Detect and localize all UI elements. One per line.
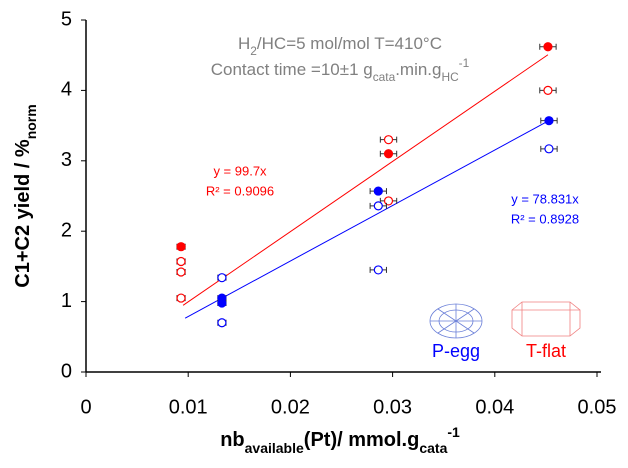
data-point bbox=[383, 135, 394, 145]
text-part: Contact time =10±1 g bbox=[211, 60, 373, 79]
text-part: HC bbox=[441, 70, 459, 84]
data-point bbox=[176, 256, 186, 267]
annotation: Contact time =10±1 gcata.min.gHC-1 bbox=[211, 56, 470, 84]
x-tick-label: 0.04 bbox=[475, 396, 514, 418]
text-part: cata bbox=[373, 70, 396, 84]
text-part: H bbox=[238, 34, 250, 53]
t-flat-icon bbox=[511, 301, 581, 337]
data-point bbox=[176, 242, 186, 252]
data-point bbox=[544, 144, 554, 154]
annotation: H2/HC=5 mol/mol T=410°C bbox=[238, 34, 442, 58]
data-point bbox=[373, 265, 383, 275]
shape-label: T-flat bbox=[526, 341, 566, 361]
x-tick-label: 0.01 bbox=[169, 396, 208, 418]
shape-label: P-egg bbox=[432, 341, 480, 361]
r-squared: R² = 0.9096 bbox=[206, 183, 274, 198]
data-point bbox=[176, 267, 186, 277]
y-tick-label: 5 bbox=[61, 8, 72, 30]
y-axis-label: C1+C2 yield / %norm bbox=[12, 104, 38, 287]
equation: y = 99.7x bbox=[213, 163, 267, 178]
equation: y = 78.831x bbox=[511, 191, 579, 206]
y-tick-label: 2 bbox=[61, 219, 72, 241]
text-part: 2 bbox=[250, 44, 257, 58]
text-part: cata bbox=[419, 440, 447, 456]
text-part: -1 bbox=[447, 424, 460, 440]
p-egg-icon bbox=[429, 303, 483, 339]
text-part: (Pt)/ mmol.g bbox=[304, 429, 420, 451]
text-part: .min.g bbox=[395, 60, 441, 79]
text-part: C1+C2 yield / % bbox=[12, 139, 34, 288]
y-tick-label: 4 bbox=[61, 79, 72, 101]
text-part: /HC=5 mol/mol T=410°C bbox=[257, 34, 442, 53]
data-point bbox=[543, 85, 553, 96]
text-part: nb bbox=[220, 429, 244, 451]
data-point bbox=[373, 186, 383, 196]
data-point bbox=[176, 293, 186, 303]
text-part: available bbox=[245, 440, 304, 456]
y-tick-label: 3 bbox=[61, 149, 72, 171]
data-point bbox=[217, 273, 227, 283]
trendline bbox=[182, 54, 549, 306]
x-tick-label: 0 bbox=[80, 396, 91, 418]
trendline bbox=[184, 120, 550, 319]
data-point bbox=[373, 201, 383, 211]
x-tick-label: 0.03 bbox=[373, 396, 412, 418]
data-point bbox=[217, 298, 227, 308]
data-point bbox=[383, 196, 394, 206]
data-point bbox=[543, 42, 553, 52]
r-squared: R² = 0.8928 bbox=[511, 211, 579, 226]
data-point bbox=[383, 149, 394, 159]
x-axis-label: nbavailable(Pt)/ mmol.gcata-1 bbox=[220, 424, 460, 456]
x-tick-label: 0.02 bbox=[271, 396, 310, 418]
data-point bbox=[544, 116, 554, 126]
text-part: -1 bbox=[459, 56, 470, 70]
text-part: norm bbox=[23, 104, 39, 139]
x-tick-label: 0.05 bbox=[578, 396, 617, 418]
y-tick-label: 0 bbox=[61, 360, 72, 382]
data-point bbox=[217, 318, 227, 328]
y-tick-label: 1 bbox=[61, 290, 72, 312]
